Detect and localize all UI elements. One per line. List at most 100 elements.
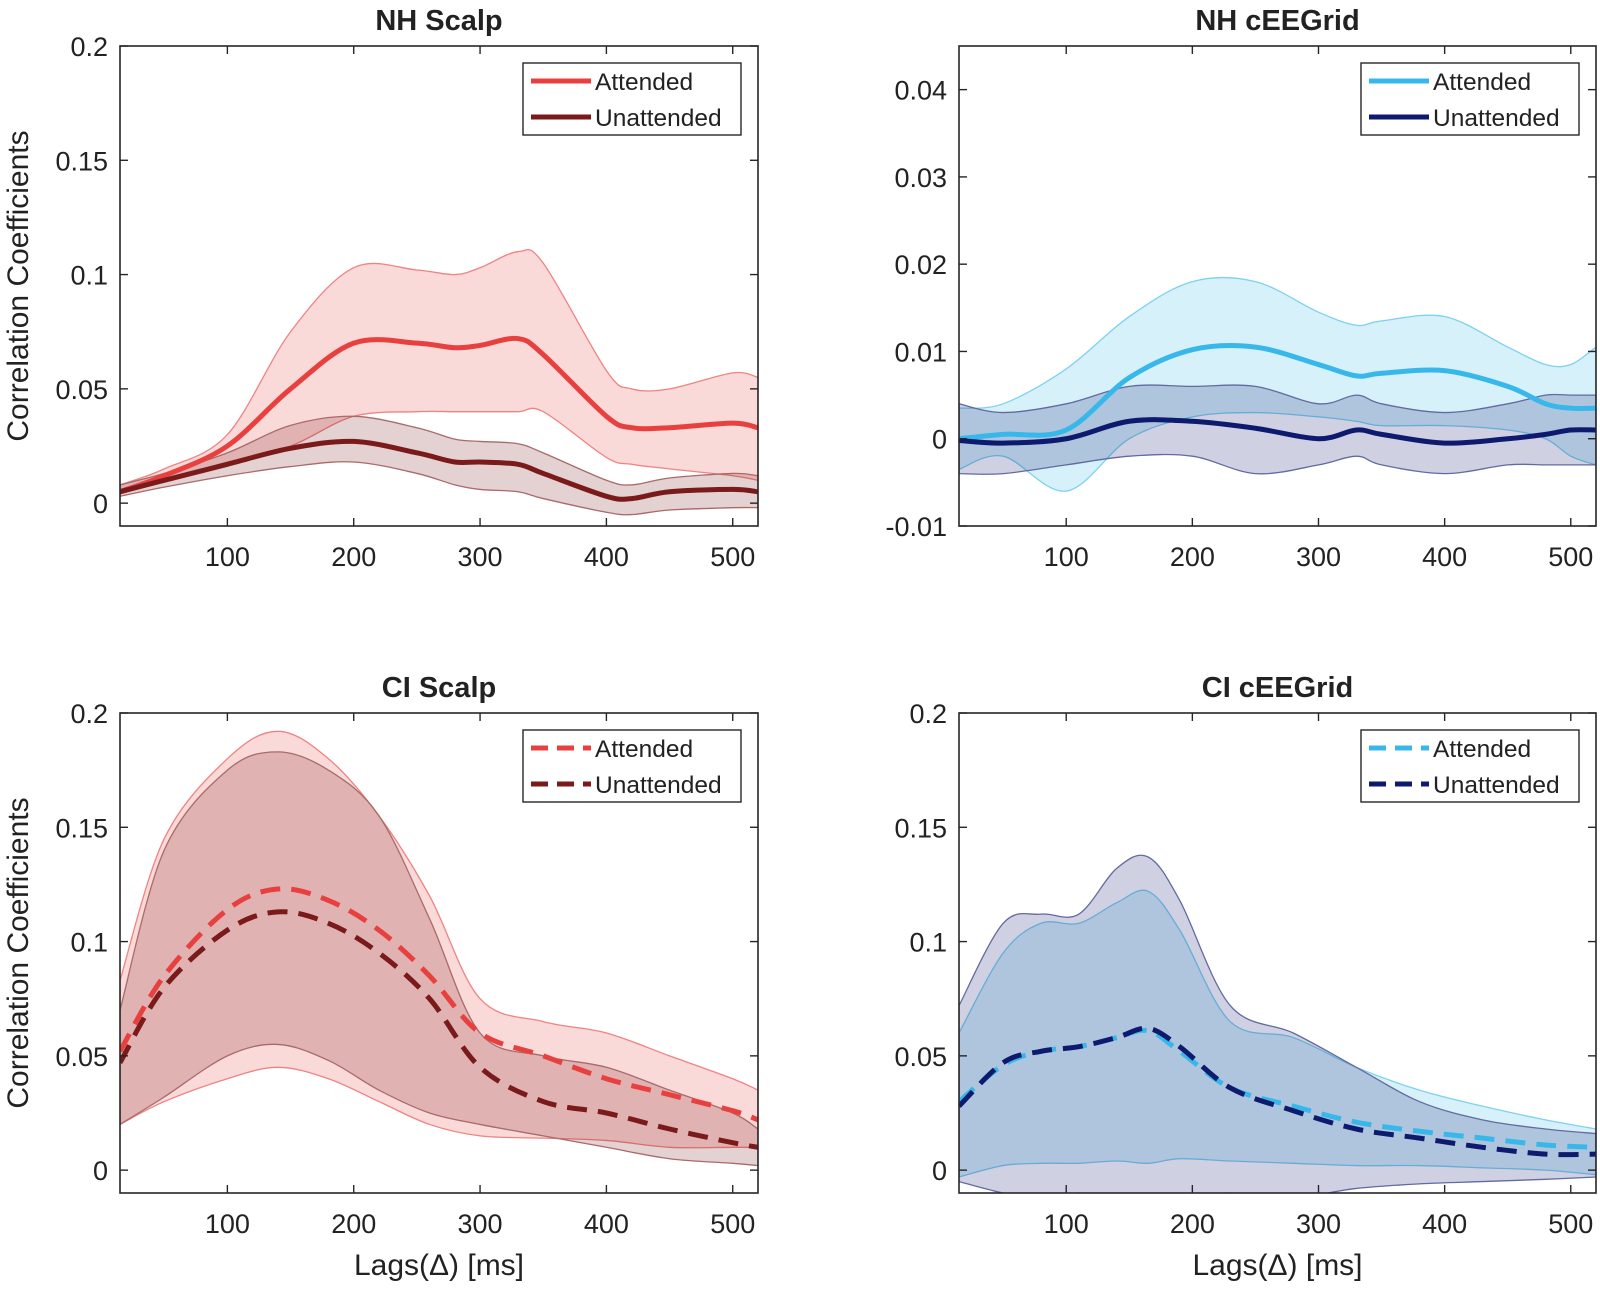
legend: Attended Unattended xyxy=(522,62,742,136)
axes-box xyxy=(119,45,759,527)
point-unattended xyxy=(1114,1035,1118,1039)
band-unattended xyxy=(120,751,758,1167)
point-attended xyxy=(667,1093,671,1097)
point-unattended xyxy=(1417,1136,1421,1140)
line-unattended xyxy=(959,1025,1596,1158)
point-unattended xyxy=(326,921,330,925)
point-attended xyxy=(1543,402,1547,406)
point-attended xyxy=(326,898,330,902)
legend-label-unattended: Unattended xyxy=(595,772,722,799)
x-tick-label: 200 xyxy=(1170,1209,1215,1239)
point-unattended xyxy=(541,1099,545,1103)
point-unattended xyxy=(1442,441,1446,445)
y-tick-label: 0.1 xyxy=(70,928,108,958)
point-attended xyxy=(629,426,633,430)
band-attended xyxy=(120,730,758,1149)
y-axis-label: Correlation Coefficients xyxy=(2,797,35,1108)
plot-content xyxy=(120,249,758,516)
point-attended xyxy=(604,1077,608,1081)
x-tick-label: 500 xyxy=(710,1209,755,1239)
y-tick-label: 0.15 xyxy=(894,813,947,843)
y-tick-label: 0.2 xyxy=(70,32,108,62)
point-unattended xyxy=(731,487,735,491)
line-attended xyxy=(120,886,758,1123)
legend-label-unattended: Unattended xyxy=(1433,772,1560,799)
y-tick-label: 0.15 xyxy=(55,146,108,176)
point-attended xyxy=(1253,345,1257,349)
legend: Attended Unattended xyxy=(522,729,742,803)
panel-title: CI cEEGrid xyxy=(1202,672,1354,704)
band-attended xyxy=(959,889,1596,1178)
band-unattended xyxy=(959,854,1596,1193)
panel-ci-scalp: 100 200 300 400 500 0 0.05 0.1 0.15 0.2 CI Scalp Co… xyxy=(2,672,759,1282)
band-unattended xyxy=(120,415,758,516)
point-attended xyxy=(541,352,545,356)
point-attended xyxy=(1354,1120,1358,1124)
x-tick-label: 300 xyxy=(458,1209,503,1239)
point-unattended xyxy=(541,471,545,475)
point-attended xyxy=(1064,428,1068,432)
point-attended xyxy=(1316,362,1320,366)
x-tick-label: 200 xyxy=(1170,542,1215,572)
point-unattended xyxy=(1291,1109,1295,1113)
point-attended xyxy=(377,928,381,932)
point-unattended xyxy=(1316,437,1320,441)
x-axis-label: Lags(Δ) [ms] xyxy=(354,1249,524,1282)
legend-box xyxy=(1360,729,1580,803)
x-tick-label: 400 xyxy=(1422,542,1467,572)
x-axis-label: Lags(Δ) [ms] xyxy=(1192,1249,1362,1282)
point-unattended xyxy=(162,985,166,989)
band-attended xyxy=(120,249,758,495)
point-attended xyxy=(415,341,419,345)
point-unattended xyxy=(1569,428,1573,432)
x-tick-label: 100 xyxy=(1044,1209,1089,1239)
point-unattended xyxy=(1543,1152,1547,1156)
legend: Attended Unattended xyxy=(1360,729,1580,803)
legend-label-unattended: Unattended xyxy=(1433,105,1560,132)
point-unattended xyxy=(1077,1045,1081,1049)
y-tick-label: 0.02 xyxy=(894,250,947,280)
point-attended xyxy=(1417,1129,1421,1133)
point-attended xyxy=(731,421,735,425)
y-tick-label: 0.2 xyxy=(70,699,108,729)
x-tick-label: 400 xyxy=(1422,1209,1467,1239)
plot-content xyxy=(120,730,758,1167)
point-unattended xyxy=(667,1127,671,1131)
axes-box xyxy=(958,45,1597,527)
x-tick-label: 100 xyxy=(205,542,250,572)
point-unattended xyxy=(288,446,292,450)
axes-box xyxy=(119,712,759,1194)
point-unattended xyxy=(478,1065,482,1069)
point-unattended xyxy=(1039,1049,1043,1053)
x-tick-label: 300 xyxy=(458,542,503,572)
point-unattended xyxy=(1127,419,1131,423)
point-unattended xyxy=(1506,437,1510,441)
x-tick-label: 300 xyxy=(1296,542,1341,572)
point-attended xyxy=(162,974,166,978)
point-attended xyxy=(667,426,671,430)
point-unattended xyxy=(1480,1145,1484,1149)
point-attended xyxy=(288,387,292,391)
point-attended xyxy=(276,887,280,891)
legend-label-unattended: Unattended xyxy=(595,105,722,132)
y-tick-label: 0.03 xyxy=(894,163,947,193)
legend-label-attended: Attended xyxy=(1433,69,1531,96)
point-unattended xyxy=(1146,1026,1150,1030)
y-tick-label: 0 xyxy=(932,425,947,455)
legend-label-attended: Attended xyxy=(595,69,693,96)
point-attended xyxy=(453,346,457,350)
legend-box xyxy=(522,62,742,136)
axes-box xyxy=(958,712,1597,1194)
point-attended xyxy=(478,1031,482,1035)
point-unattended xyxy=(453,460,457,464)
line-unattended xyxy=(120,438,758,502)
legend: Attended Unattended xyxy=(1360,62,1580,136)
y-tick-label: 0.01 xyxy=(894,337,947,367)
legend-label-attended: Attended xyxy=(1433,736,1531,763)
panel-title: NH cEEGrid xyxy=(1195,5,1359,37)
point-unattended xyxy=(731,1141,735,1145)
line-unattended xyxy=(120,909,758,1150)
y-tick-label: 0 xyxy=(93,1156,108,1186)
point-attended xyxy=(604,414,608,418)
